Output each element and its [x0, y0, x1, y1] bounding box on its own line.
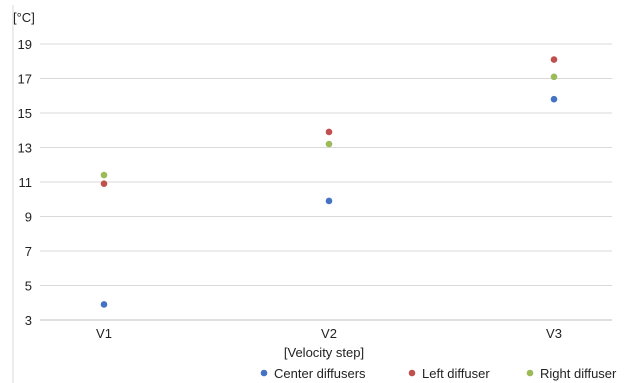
y-tick-label: 7	[25, 244, 32, 259]
data-point	[550, 95, 558, 103]
x-tick-label: V2	[321, 326, 337, 341]
legend-label: Center diffusers	[274, 366, 366, 381]
data-point	[100, 301, 108, 308]
y-tick-label: 17	[18, 72, 32, 87]
legend-marker	[526, 369, 534, 377]
y-tick-label: 9	[25, 210, 32, 225]
data-point	[100, 171, 108, 179]
x-tick-labels: V1 V2 V3	[96, 326, 562, 341]
legend: Center diffusers Left diffuser Right diffu…	[260, 366, 617, 381]
y-tick-label: 13	[18, 141, 32, 156]
legend-label: Left diffuser	[422, 366, 490, 381]
y-tick-label: 5	[25, 279, 32, 294]
y-tick-label: 19	[18, 37, 32, 52]
y-axis-title: [°C]	[13, 10, 35, 25]
y-tick-label: 11	[19, 175, 33, 190]
legend-marker	[260, 369, 268, 377]
data-point	[325, 197, 333, 205]
x-axis-title: [Velocity step]	[284, 345, 364, 360]
legend-marker	[408, 369, 416, 377]
data-point	[100, 180, 108, 188]
x-tick-label: V1	[96, 326, 112, 341]
y-tick-labels: 3 5 7 9 11 13 15 17 19	[18, 37, 32, 328]
legend-label: Right diffuser	[540, 366, 617, 381]
y-tick-label: 3	[25, 313, 32, 328]
data-point	[325, 128, 333, 136]
data-points	[100, 56, 558, 308]
y-tick-label: 15	[18, 106, 32, 121]
data-point	[550, 73, 558, 81]
data-point	[550, 56, 558, 63]
grid-lines	[40, 43, 612, 321]
data-point	[325, 140, 333, 148]
x-tick-label: V3	[546, 326, 562, 341]
